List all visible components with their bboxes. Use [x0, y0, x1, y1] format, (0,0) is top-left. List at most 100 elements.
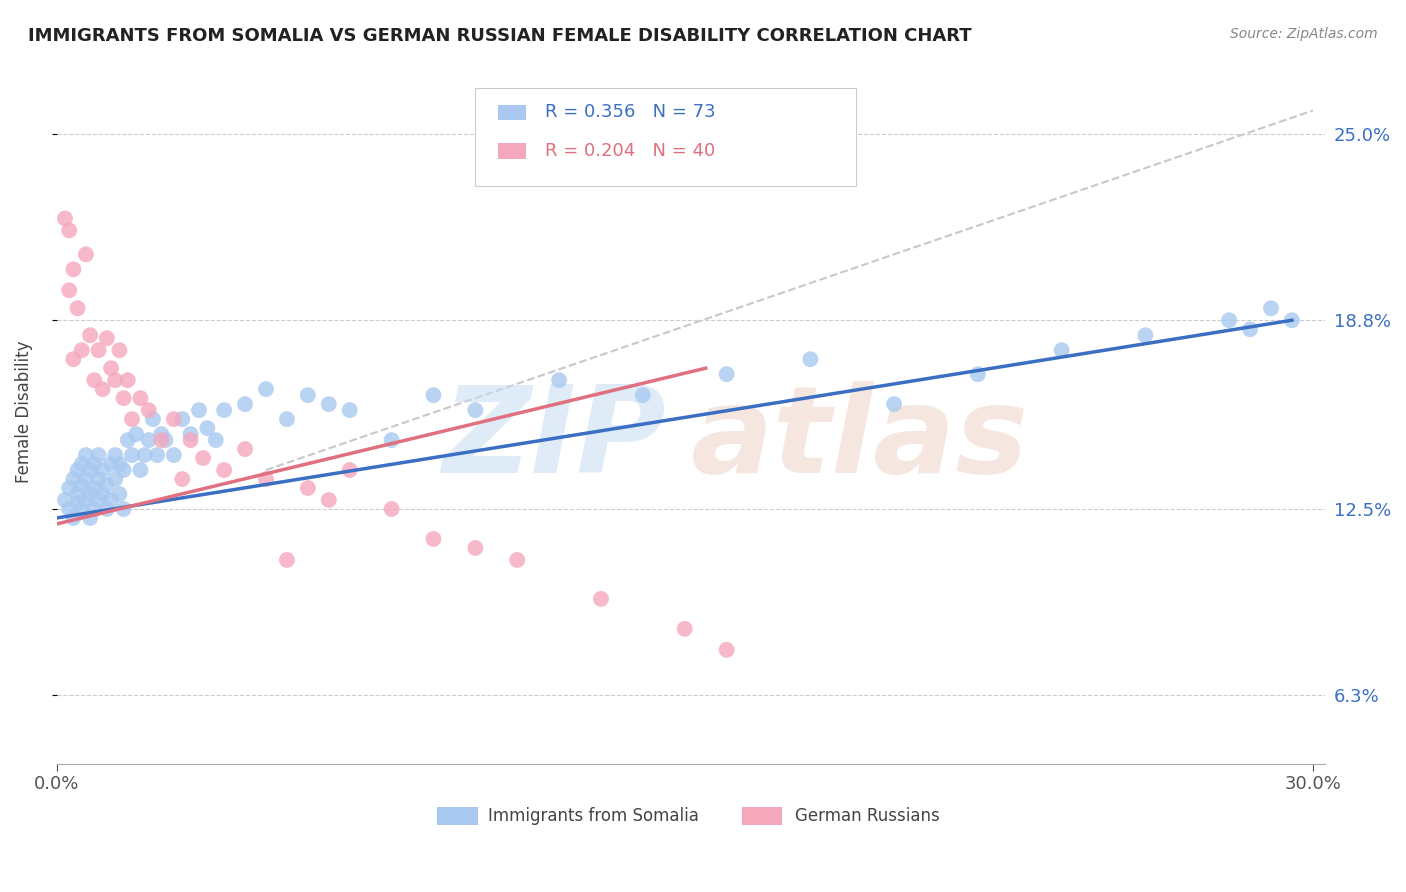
- Point: [163, 412, 186, 426]
- Point: [75, 472, 97, 486]
- Point: [254, 472, 277, 486]
- Point: [104, 448, 127, 462]
- Point: [799, 352, 821, 367]
- Point: [150, 433, 173, 447]
- Point: [83, 502, 105, 516]
- Point: [121, 412, 143, 426]
- Point: [966, 367, 988, 381]
- Point: [297, 388, 319, 402]
- Point: [1135, 328, 1157, 343]
- Point: [125, 427, 148, 442]
- Point: [75, 493, 97, 508]
- Text: R = 0.204   N = 40: R = 0.204 N = 40: [546, 142, 716, 161]
- Point: [96, 502, 118, 516]
- Point: [58, 223, 80, 237]
- Point: [66, 496, 89, 510]
- Point: [233, 397, 256, 411]
- Point: [79, 487, 101, 501]
- Point: [75, 448, 97, 462]
- Point: [108, 343, 131, 358]
- Point: [464, 541, 486, 555]
- Point: [70, 478, 93, 492]
- Text: ZIP: ZIP: [441, 381, 665, 499]
- Point: [53, 211, 76, 226]
- Point: [66, 487, 89, 501]
- Point: [381, 502, 404, 516]
- Point: [79, 328, 101, 343]
- Point: [233, 442, 256, 456]
- Point: [138, 433, 160, 447]
- Point: [716, 367, 738, 381]
- Point: [1260, 301, 1282, 316]
- Point: [129, 463, 152, 477]
- Point: [134, 448, 156, 462]
- Point: [91, 487, 114, 501]
- Point: [96, 331, 118, 345]
- Point: [83, 481, 105, 495]
- Point: [87, 343, 110, 358]
- Point: [195, 421, 218, 435]
- Point: [180, 433, 202, 447]
- Point: [70, 502, 93, 516]
- Point: [62, 352, 84, 367]
- Point: [91, 382, 114, 396]
- Text: atlas: atlas: [690, 381, 1029, 499]
- FancyBboxPatch shape: [475, 87, 856, 186]
- Point: [1281, 313, 1303, 327]
- Point: [172, 472, 194, 486]
- Point: [204, 433, 226, 447]
- Point: [146, 448, 169, 462]
- Point: [87, 448, 110, 462]
- Point: [339, 463, 361, 477]
- Point: [155, 433, 177, 447]
- Point: [70, 457, 93, 471]
- Point: [100, 457, 122, 471]
- Bar: [437, 807, 478, 825]
- Bar: [742, 807, 782, 825]
- Point: [381, 433, 404, 447]
- Point: [96, 478, 118, 492]
- Point: [422, 388, 444, 402]
- Point: [631, 388, 654, 402]
- Point: [716, 642, 738, 657]
- Point: [297, 481, 319, 495]
- Point: [193, 451, 215, 466]
- Point: [87, 472, 110, 486]
- Point: [112, 463, 135, 477]
- Point: [104, 472, 127, 486]
- Point: [673, 622, 696, 636]
- Point: [62, 511, 84, 525]
- Point: [117, 373, 139, 387]
- Point: [58, 481, 80, 495]
- Text: Immigrants from Somalia: Immigrants from Somalia: [488, 806, 699, 825]
- Point: [138, 403, 160, 417]
- Point: [79, 463, 101, 477]
- Point: [212, 403, 235, 417]
- Point: [70, 343, 93, 358]
- Point: [58, 283, 80, 297]
- Point: [104, 373, 127, 387]
- Point: [883, 397, 905, 411]
- Point: [163, 448, 186, 462]
- Point: [91, 463, 114, 477]
- Point: [318, 493, 340, 508]
- Point: [100, 361, 122, 376]
- Point: [53, 493, 76, 508]
- Point: [112, 502, 135, 516]
- Point: [121, 448, 143, 462]
- Point: [589, 591, 612, 606]
- Point: [66, 301, 89, 316]
- Point: [254, 382, 277, 396]
- Point: [83, 457, 105, 471]
- Point: [142, 412, 165, 426]
- Point: [87, 493, 110, 508]
- Point: [129, 391, 152, 405]
- Point: [276, 412, 298, 426]
- Text: R = 0.356   N = 73: R = 0.356 N = 73: [546, 103, 716, 121]
- Point: [75, 247, 97, 261]
- Text: German Russians: German Russians: [794, 806, 939, 825]
- Point: [464, 403, 486, 417]
- Point: [422, 532, 444, 546]
- Bar: [498, 144, 526, 159]
- Point: [1239, 322, 1261, 336]
